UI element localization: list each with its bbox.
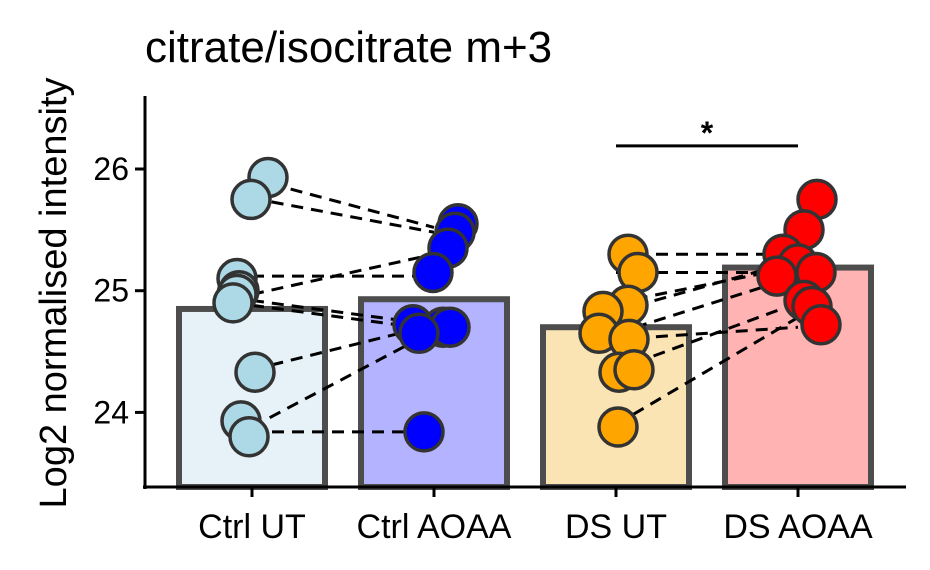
bars-layer [176, 264, 874, 490]
x-tick-label: DS UT [565, 508, 667, 546]
x-tick-label: DS AOAA [723, 508, 873, 546]
x-tick-label: Ctrl UT [198, 508, 306, 546]
paired-line [251, 298, 435, 327]
data-point [800, 304, 842, 346]
x-tick-label: Ctrl AOAA [357, 508, 512, 546]
paired-line [251, 196, 435, 234]
data-point [234, 351, 276, 393]
data-point [412, 251, 454, 294]
chart-title: citrate/isocitrate m+3 [145, 23, 552, 72]
y-tick-label: 24 [93, 394, 129, 430]
paired-line [615, 301, 799, 372]
paired-line [251, 303, 435, 332]
axes-layer: 24 25 26 Ctrl UT Ctrl AOAA DS UT DS AOAA [93, 96, 906, 546]
data-point [597, 406, 639, 448]
paired-lines-layer [251, 177, 799, 434]
y-axis-label: Log2 normalised intensity [33, 78, 75, 509]
paired-line [615, 316, 799, 426]
paired-line [251, 323, 435, 372]
significance-label: * [701, 115, 714, 151]
y-tick-label: 26 [93, 151, 129, 187]
data-point [230, 178, 272, 221]
points-layer [212, 156, 842, 458]
data-point [228, 415, 270, 458]
data-point [613, 349, 655, 391]
data-point [403, 411, 445, 453]
bar-1 [176, 305, 328, 490]
data-point [756, 255, 798, 297]
paired-line [251, 252, 435, 296]
data-point [212, 282, 254, 324]
y-tick-label: 25 [93, 273, 129, 309]
significance-layer: * [616, 115, 798, 151]
paired-line [615, 274, 799, 335]
data-point [398, 312, 440, 355]
